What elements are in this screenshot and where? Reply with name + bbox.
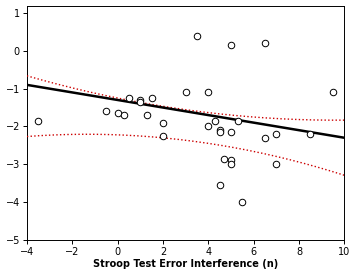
X-axis label: Stroop Test Error Interference (n): Stroop Test Error Interference (n)	[93, 259, 278, 270]
Point	[235, 119, 241, 123]
Point	[217, 128, 222, 132]
Point	[115, 111, 120, 116]
Point	[160, 134, 166, 138]
Point	[221, 156, 227, 161]
Point	[228, 158, 234, 163]
Point	[217, 183, 222, 187]
Point	[262, 136, 268, 140]
Point	[205, 90, 211, 95]
Point	[273, 132, 279, 136]
Point	[137, 100, 143, 104]
Point	[160, 120, 166, 125]
Point	[330, 90, 336, 95]
Point	[137, 98, 143, 102]
Point	[103, 109, 109, 114]
Point	[121, 113, 127, 117]
Point	[228, 43, 234, 47]
Point	[308, 132, 313, 136]
Point	[262, 41, 268, 46]
Point	[217, 130, 222, 134]
Point	[228, 162, 234, 166]
Point	[240, 200, 245, 204]
Point	[194, 34, 200, 38]
Point	[35, 119, 41, 123]
Point	[228, 130, 234, 134]
Point	[273, 162, 279, 166]
Point	[149, 96, 155, 100]
Point	[205, 124, 211, 129]
Point	[126, 96, 132, 100]
Point	[144, 113, 150, 117]
Point	[212, 119, 218, 123]
Point	[183, 90, 188, 95]
